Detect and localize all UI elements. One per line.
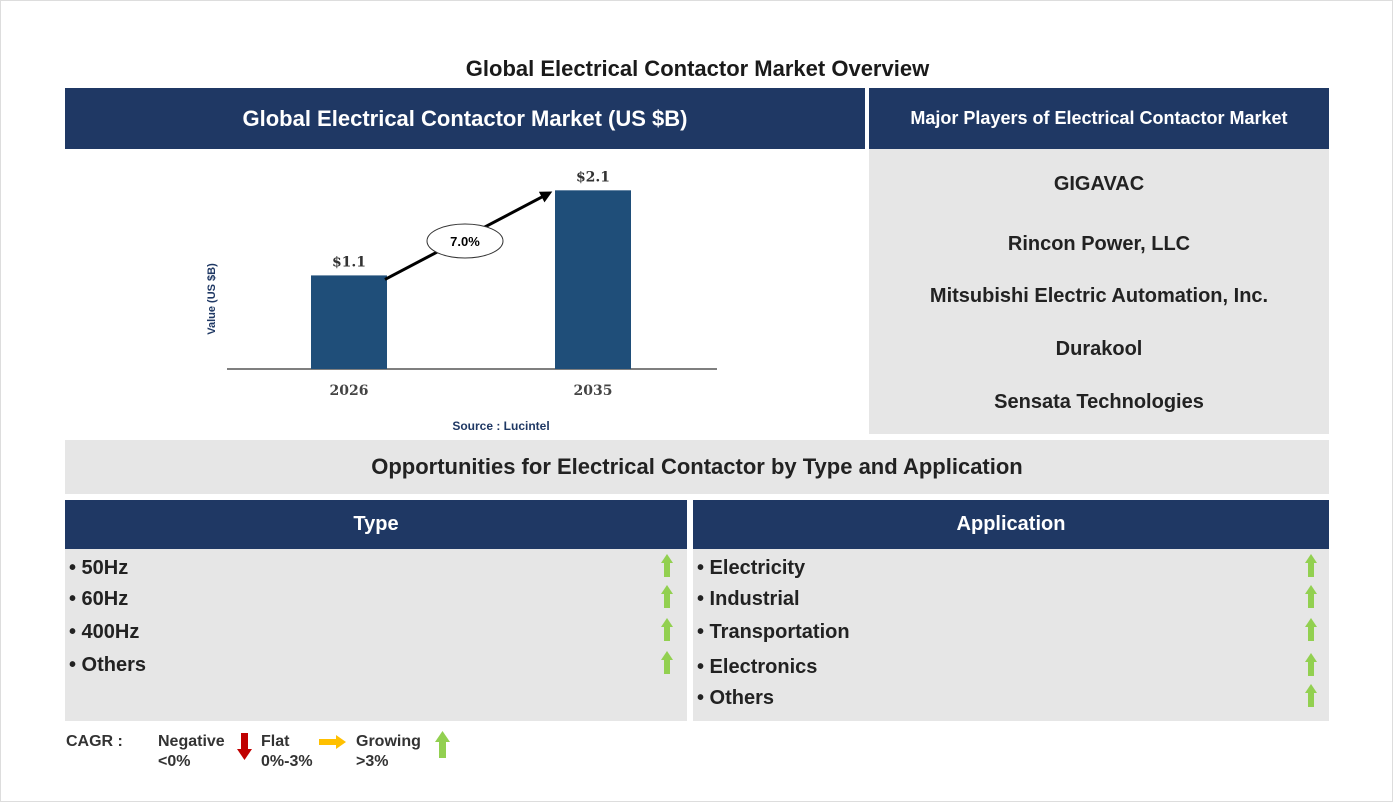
x-tick-label: 2026 bbox=[330, 383, 369, 399]
application-item: • Others bbox=[697, 687, 775, 709]
arrow-up-green-icon bbox=[661, 585, 673, 608]
arrow-up-green-icon bbox=[435, 731, 450, 758]
data-label: $1.1 bbox=[332, 254, 366, 270]
arrow-up-green-icon bbox=[1305, 653, 1317, 676]
cagr-label: 7.0% bbox=[450, 234, 480, 249]
type-header: Type bbox=[65, 500, 687, 549]
source-label: Source : Lucintel bbox=[452, 419, 549, 433]
arrow-down-red-icon bbox=[237, 733, 252, 760]
arrow-up-green-icon bbox=[661, 554, 673, 577]
market-header: Global Electrical Contactor Market (US $… bbox=[65, 88, 865, 149]
legend-negative-label: Negative bbox=[158, 733, 225, 750]
legend-cagr-label: CAGR : bbox=[66, 733, 123, 750]
arrow-up-green-icon bbox=[661, 651, 673, 674]
legend-flat-range: 0%-3% bbox=[261, 753, 313, 770]
arrow-up-green-icon bbox=[1305, 618, 1317, 641]
cagr-arrowhead bbox=[538, 191, 553, 203]
player-item: Durakool bbox=[1055, 338, 1143, 360]
cagr-ellipse bbox=[426, 223, 504, 259]
application-item: • Industrial bbox=[697, 588, 800, 610]
legend-growing: Growing >3% bbox=[356, 732, 421, 772]
player-item: Mitsubishi Electric Automation, Inc. bbox=[929, 285, 1269, 307]
arrow-up-green-icon bbox=[1305, 554, 1317, 577]
bar-2026 bbox=[311, 275, 387, 369]
legend-negative-range: <0% bbox=[158, 753, 191, 770]
data-label: $2.1 bbox=[576, 169, 610, 185]
arrow-right-yellow-icon bbox=[319, 735, 346, 749]
player-item: Sensata Technologies bbox=[994, 391, 1204, 413]
legend-negative: Negative <0% bbox=[158, 732, 225, 772]
player-item: GIGAVAC bbox=[1053, 173, 1145, 195]
market-bar-chart: Value (US $B) $1.1 2026 $2.1 2035 7.0% Sour… bbox=[206, 169, 717, 433]
legend-growing-range: >3% bbox=[356, 753, 389, 770]
legend-growing-label: Growing bbox=[356, 733, 421, 750]
opportunities-header: Opportunities for Electrical Contactor b… bbox=[65, 440, 1329, 494]
application-item: • Transportation bbox=[697, 621, 850, 643]
players-panel: GIGAVAC Rincon Power, LLC Mitsubishi Ele… bbox=[869, 149, 1329, 434]
bar-2035 bbox=[555, 190, 631, 369]
application-header: Application bbox=[693, 500, 1329, 549]
player-item: Rincon Power, LLC bbox=[1007, 233, 1191, 255]
x-tick-label: 2035 bbox=[574, 383, 613, 399]
page-title: Global Electrical Contactor Market Overv… bbox=[465, 56, 930, 81]
type-item: • Others bbox=[69, 654, 147, 676]
application-item: • Electricity bbox=[697, 557, 806, 579]
application-panel: • Electricity • Industrial • Transportatio… bbox=[693, 549, 1329, 721]
type-item: • 60Hz bbox=[69, 588, 129, 610]
type-item: • 400Hz bbox=[69, 621, 140, 643]
arrow-up-green-icon bbox=[1305, 684, 1317, 707]
legend-flat-label: Flat bbox=[261, 733, 290, 750]
players-header: Major Players of Electrical Contactor Ma… bbox=[869, 88, 1329, 149]
legend-flat: Flat 0%-3% bbox=[261, 732, 313, 772]
y-axis-label: Value (US $B) bbox=[206, 263, 218, 335]
type-item: • 50Hz bbox=[69, 557, 129, 579]
arrow-up-green-icon bbox=[661, 618, 673, 641]
type-panel: • 50Hz • 60Hz • 400Hz • Others bbox=[65, 549, 687, 721]
application-item: • Electronics bbox=[697, 656, 818, 678]
arrow-up-green-icon bbox=[1305, 585, 1317, 608]
